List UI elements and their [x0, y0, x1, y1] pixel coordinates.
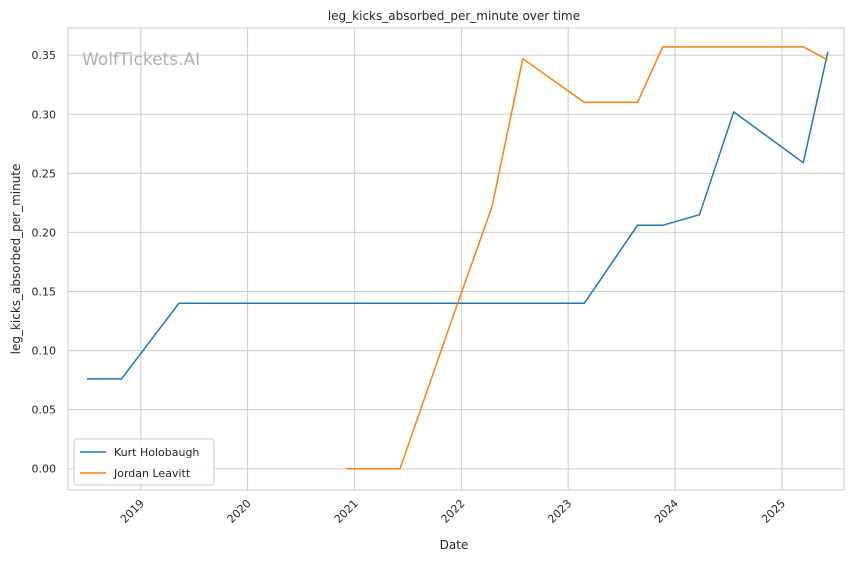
y-tick-label: 0.30: [32, 108, 57, 121]
y-axis-title: leg_kicks_absorbed_per_minute: [9, 164, 23, 355]
y-tick-label: 0.05: [32, 404, 57, 417]
y-tick-label: 0.25: [32, 167, 57, 180]
legend-box: [73, 438, 215, 486]
y-tick-label: 0.20: [32, 226, 57, 239]
x-axis-title: Date: [440, 538, 469, 552]
series-layer: [87, 46, 829, 470]
series-line-jordan-leavitt: [346, 46, 829, 470]
y-tick-label: 0.10: [32, 345, 57, 358]
legend-label-kurt-holobaugh: Kurt Holobaugh: [114, 446, 199, 459]
legend: Kurt Holobaugh Jordan Leavitt: [73, 438, 215, 486]
y-tick-label: 0.35: [32, 49, 57, 62]
chart-title: leg_kicks_absorbed_per_minute over time: [328, 9, 580, 23]
watermark: WolfTickets.AI: [82, 50, 200, 70]
y-tick-label: 0.15: [32, 285, 57, 298]
y-tick-label: 0.00: [32, 463, 57, 476]
legend-label-jordan-leavitt: Jordan Leavitt: [113, 467, 191, 480]
plot-area-frame: [67, 27, 845, 491]
series-line-kurt-holobaugh: [87, 51, 829, 380]
grid: [68, 28, 844, 490]
y-tick-labels: 0.00 0.05 0.10 0.15 0.20 0.25 0.30 0.35: [32, 49, 57, 476]
